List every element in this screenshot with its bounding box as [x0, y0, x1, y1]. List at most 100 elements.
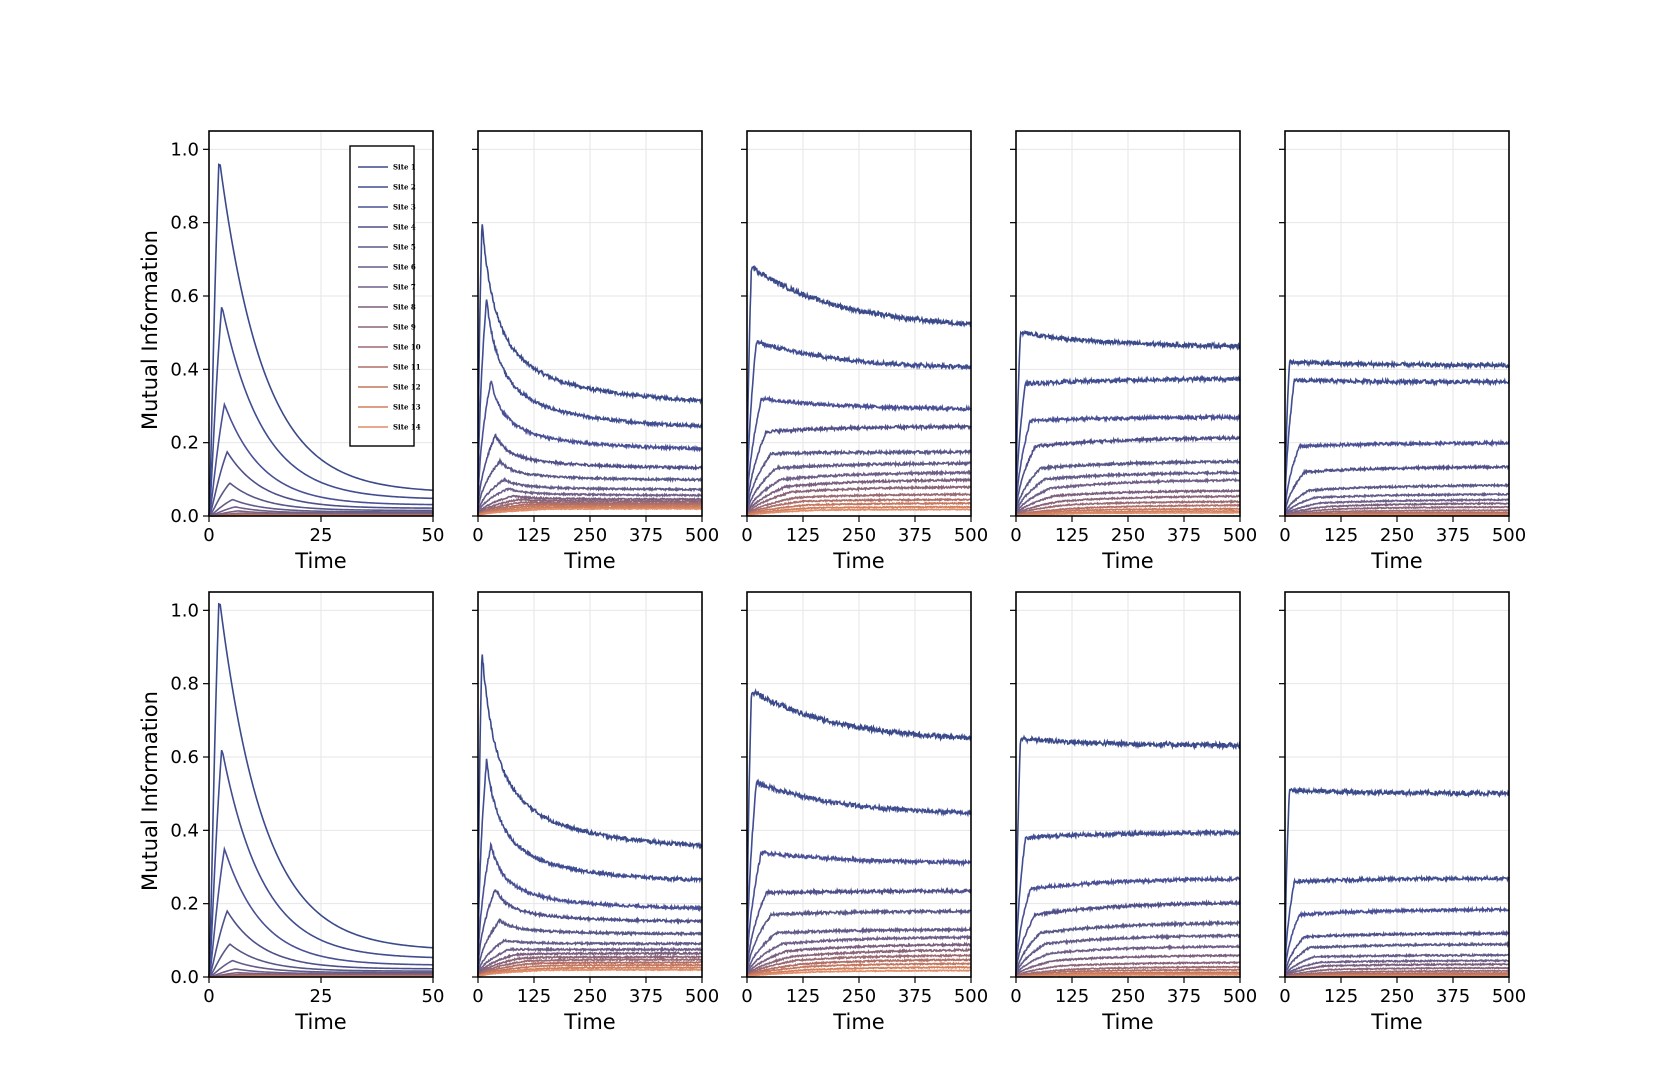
series-line-site-9 [746, 484, 972, 517]
y-tick-label: 0.4 [170, 820, 199, 841]
x-tick-label: 375 [1167, 986, 1201, 1007]
series-line-site-1 [1284, 786, 1510, 978]
series-line-site-10 [1015, 965, 1241, 978]
y-tick-label: 1.0 [170, 600, 199, 621]
x-tick-label: 250 [842, 525, 876, 546]
series-line-site-13 [746, 505, 972, 517]
x-tick-label: 0 [472, 986, 483, 1007]
series-line-site-7 [1284, 958, 1510, 978]
series-line-site-12 [746, 501, 972, 517]
y-axis-label: Mutual Information [138, 230, 162, 430]
panel-r1-c5: 0 125 250 375 500 Time [1279, 130, 1526, 573]
x-tick-label: 375 [629, 525, 663, 546]
x-tick-label: 500 [1223, 986, 1257, 1007]
series-line-site-4 [477, 433, 703, 516]
series-line-site-11 [477, 502, 703, 517]
series-line-site-9 [1015, 960, 1241, 978]
x-tick-label: 0 [1279, 986, 1290, 1007]
x-tick-label: 25 [310, 986, 333, 1007]
series-line-site-12 [1015, 507, 1241, 517]
series-line-site-7 [746, 934, 972, 978]
legend-label: Site 6 [393, 263, 416, 272]
x-tick-label: 125 [786, 525, 820, 546]
series-line-site-7 [477, 946, 703, 978]
series-line-site-3 [746, 395, 972, 517]
series-line-site-5 [208, 943, 434, 978]
series-line-site-13 [477, 965, 703, 978]
series-line-site-2 [746, 778, 972, 978]
series-line-site-3 [746, 850, 972, 978]
series-line-site-5 [1284, 940, 1510, 978]
legend-label: Site 2 [393, 183, 416, 192]
x-axis-label: Time [1370, 549, 1422, 573]
series-line-site-6 [1015, 469, 1241, 517]
series-line-site-6 [746, 459, 972, 517]
x-tick-label: 0 [1010, 525, 1021, 546]
x-tick-label: 250 [1380, 986, 1414, 1007]
x-axis-label: Time [294, 549, 346, 573]
series-line-site-5 [477, 457, 703, 516]
series-line-site-10 [477, 956, 703, 978]
y-tick-label: 0.4 [170, 359, 199, 380]
x-tick-label: 0 [1010, 986, 1021, 1007]
legend-label: Site 4 [393, 223, 416, 232]
series-line-site-8 [477, 950, 703, 978]
x-tick-label: 125 [517, 525, 551, 546]
series-line-site-7 [1284, 497, 1510, 517]
legend-label: Site 3 [393, 203, 416, 212]
series-line-site-12 [477, 503, 703, 517]
series-line-site-6 [477, 476, 703, 516]
x-axis-label: Time [563, 549, 615, 573]
panel-r1-c3: 0 125 250 375 500 Time [741, 130, 988, 573]
x-tick-label: 125 [1324, 986, 1358, 1007]
series-line-site-2 [1284, 376, 1510, 517]
x-tick-label: 50 [422, 986, 445, 1007]
series-line-site-4 [1284, 929, 1510, 978]
series-line-site-1 [477, 654, 703, 977]
legend-label: Site 5 [393, 243, 416, 252]
series-line-site-3 [477, 380, 703, 516]
series-line-site-11 [1015, 503, 1241, 517]
series-line-site-12 [746, 961, 972, 978]
series-line-site-9 [477, 497, 703, 517]
x-tick-label: 500 [685, 986, 719, 1007]
x-tick-label: 125 [786, 986, 820, 1007]
series-line-site-13 [477, 505, 703, 517]
x-tick-label: 375 [898, 525, 932, 546]
series-line-site-3 [1284, 905, 1510, 978]
series-line-site-14 [477, 967, 703, 978]
x-tick-label: 250 [573, 986, 607, 1007]
series-line-site-8 [746, 477, 972, 517]
series-line-site-14 [1015, 973, 1241, 978]
y-tick-label: 0.2 [170, 433, 199, 454]
panel-r2-c5: 0 125 250 375 500 Time [1279, 591, 1526, 1034]
y-tick-label: 0.0 [170, 967, 199, 988]
legend-label: Site 8 [393, 303, 416, 312]
series-line-site-13 [746, 965, 972, 978]
series-line-site-7 [1015, 477, 1241, 517]
x-tick-label: 500 [954, 525, 988, 546]
x-tick-label: 0 [741, 525, 752, 546]
series-line-site-8 [1015, 488, 1241, 517]
panel-r2-c2: 0 125 250 375 500 Time [472, 591, 719, 1034]
legend-label: Site 14 [393, 423, 421, 432]
x-tick-label: 25 [310, 525, 333, 546]
series-line-site-7 [477, 487, 703, 517]
series-line-site-14 [477, 507, 703, 517]
x-tick-label: 500 [1492, 986, 1526, 1007]
series-line-site-3 [208, 845, 434, 978]
series-line-site-1 [208, 163, 434, 517]
x-tick-label: 0 [203, 525, 214, 546]
series-line-site-4 [746, 886, 972, 978]
series-line-site-8 [746, 941, 972, 978]
x-tick-label: 375 [898, 986, 932, 1007]
series-line-site-10 [477, 500, 703, 517]
x-axis-label: Time [832, 549, 884, 573]
x-tick-label: 125 [1324, 525, 1358, 546]
legend: Site 1 Site 2 Site 3 Site 4 Site 5 Site 6 Site… [349, 145, 421, 447]
legend-label: Site 9 [393, 323, 416, 332]
series-line-site-5 [746, 447, 972, 517]
legend-label: Site 12 [393, 383, 421, 392]
